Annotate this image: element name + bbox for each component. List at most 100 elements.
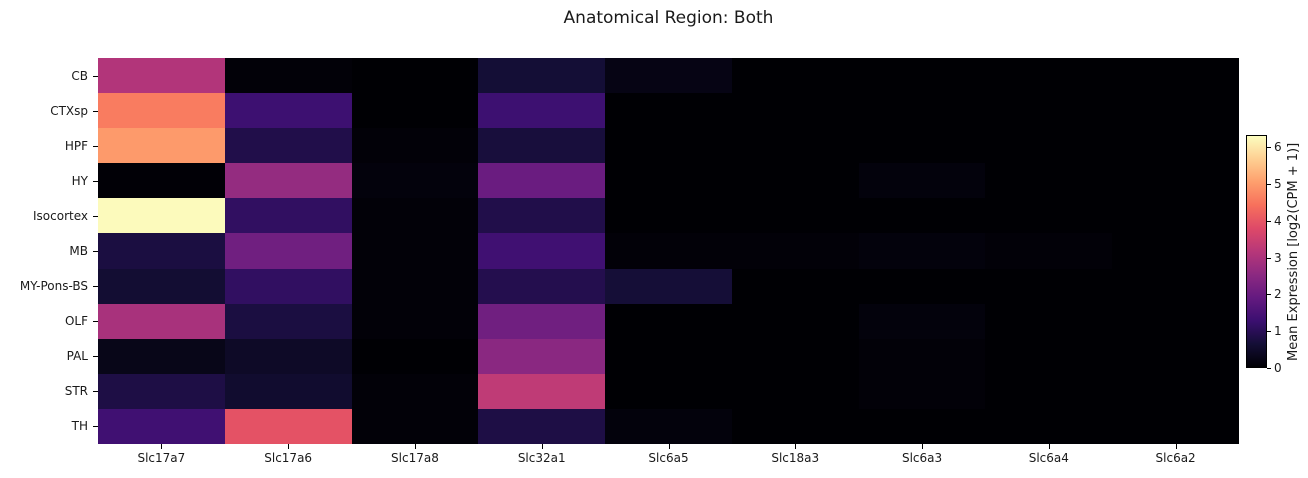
- x-tick-mark: [541, 444, 543, 449]
- y-tick-label: PAL: [66, 349, 88, 364]
- heatmap-cell: [605, 303, 732, 339]
- colorbar-tick-label: 3: [1274, 250, 1282, 265]
- heatmap-cell: [351, 58, 479, 94]
- heatmap-cell: [858, 93, 986, 129]
- heatmap-cell: [98, 233, 225, 269]
- heatmap-cell: [858, 58, 986, 94]
- heatmap-cell: [224, 303, 352, 339]
- heatmap-cell: [224, 198, 352, 234]
- heatmap-cell: [478, 233, 606, 269]
- heatmap-cell: [731, 93, 859, 129]
- y-tick-mark: [93, 391, 98, 393]
- heatmap-cell: [351, 338, 479, 374]
- heatmap-cell: [731, 233, 859, 269]
- colorbar-tick-mark: [1267, 368, 1271, 369]
- heatmap-cell: [858, 338, 986, 374]
- colorbar-tick-mark: [1267, 331, 1271, 333]
- heatmap-cell: [1112, 233, 1239, 269]
- colorbar-tick-label: 5: [1274, 177, 1282, 192]
- heatmap-cell: [605, 198, 732, 234]
- heatmap: [98, 58, 1239, 444]
- colorbar-tick-mark: [1267, 294, 1271, 296]
- heatmap-cell: [98, 128, 225, 164]
- heatmap-cell: [985, 408, 1113, 444]
- heatmap-cell: [224, 373, 352, 409]
- y-tick-mark: [93, 75, 98, 77]
- x-tick-mark: [1048, 444, 1050, 449]
- heatmap-cell: [351, 128, 479, 164]
- heatmap-cell: [351, 93, 479, 129]
- heatmap-cell: [1112, 408, 1239, 444]
- x-tick-mark: [161, 444, 163, 449]
- colorbar-tick-label: 1: [1274, 324, 1282, 339]
- y-tick-label: CB: [71, 68, 88, 83]
- heatmap-cell: [98, 198, 225, 234]
- heatmap-cell: [858, 303, 986, 339]
- y-tick-mark: [93, 215, 98, 217]
- heatmap-cell: [351, 268, 479, 304]
- heatmap-cell: [858, 373, 986, 409]
- heatmap-cell: [985, 303, 1113, 339]
- heatmap-cell: [605, 268, 732, 304]
- heatmap-cell: [351, 303, 479, 339]
- heatmap-cell: [351, 408, 479, 444]
- colorbar-tick-mark: [1267, 184, 1271, 186]
- y-tick-mark: [93, 145, 98, 147]
- y-tick-mark: [93, 321, 98, 323]
- heatmap-cell: [98, 268, 225, 304]
- chart-title: Anatomical Region: Both: [563, 8, 774, 28]
- heatmap-cell: [478, 128, 606, 164]
- x-tick-mark: [795, 444, 797, 449]
- heatmap-cell: [985, 338, 1113, 374]
- heatmap-cell: [98, 373, 225, 409]
- heatmap-cell: [985, 93, 1113, 129]
- heatmap-cell: [224, 338, 352, 374]
- x-tick-mark: [922, 444, 924, 449]
- heatmap-cell: [605, 128, 732, 164]
- y-tick-label: HPF: [64, 138, 88, 153]
- y-tick-mark: [93, 286, 98, 288]
- x-tick-label: Slc32a1: [517, 451, 566, 465]
- heatmap-cell: [98, 93, 225, 129]
- y-tick-label: MB: [69, 244, 88, 258]
- y-tick-label: MY-Pons-BS: [19, 279, 88, 294]
- colorbar-tick-label: 6: [1274, 140, 1282, 155]
- x-tick-label: Slc6a4: [1028, 451, 1069, 465]
- heatmap-cell: [985, 233, 1113, 269]
- heatmap-cell: [858, 128, 986, 164]
- y-tick-label: Isocortex: [33, 208, 88, 223]
- y-tick-label: TH: [71, 419, 88, 434]
- heatmap-cell: [605, 408, 732, 444]
- heatmap-cell: [985, 373, 1113, 409]
- heatmap-cell: [731, 338, 859, 374]
- heatmap-cell: [858, 233, 986, 269]
- heatmap-cell: [98, 163, 225, 199]
- heatmap-cell: [731, 163, 859, 199]
- heatmap-cell: [1112, 163, 1239, 199]
- heatmap-cell: [1112, 303, 1239, 339]
- heatmap-cell: [1112, 128, 1239, 164]
- heatmap-cell: [1112, 268, 1239, 304]
- heatmap-cell: [858, 198, 986, 234]
- heatmap-cell: [731, 408, 859, 444]
- y-tick-label: STR: [64, 384, 88, 399]
- heatmap-cell: [985, 268, 1113, 304]
- y-tick-label: CTXsp: [50, 103, 88, 118]
- heatmap-cell: [224, 128, 352, 164]
- heatmap-cell: [224, 93, 352, 129]
- heatmap-cell: [731, 303, 859, 339]
- x-tick-mark: [668, 444, 670, 449]
- heatmap-cell: [985, 163, 1113, 199]
- heatmap-cell: [1112, 93, 1239, 129]
- heatmap-cell: [478, 268, 606, 304]
- heatmap-cell: [858, 163, 986, 199]
- x-tick-mark: [414, 444, 416, 449]
- x-tick-label: Slc6a5: [648, 451, 689, 465]
- heatmap-cell: [605, 373, 732, 409]
- heatmap-cell: [98, 338, 225, 374]
- x-tick-label: Slc6a2: [1155, 451, 1196, 465]
- heatmap-cell: [605, 338, 732, 374]
- heatmap-cell: [605, 233, 732, 269]
- y-tick-mark: [93, 251, 98, 252]
